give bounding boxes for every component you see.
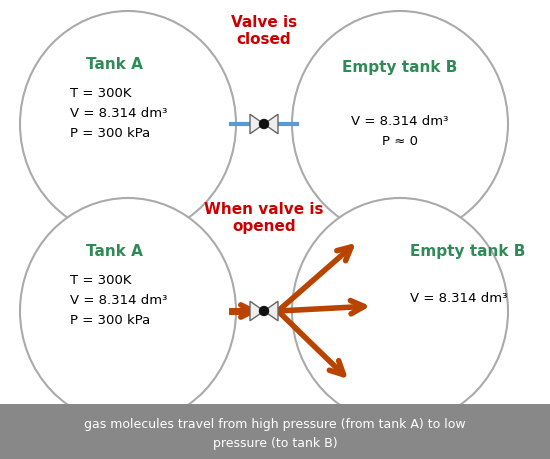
Polygon shape bbox=[250, 302, 264, 321]
Text: Empty tank B: Empty tank B bbox=[342, 60, 458, 75]
Text: gas molecules travel from high pressure (from tank A) to low
pressure (to tank B: gas molecules travel from high pressure … bbox=[84, 417, 466, 449]
Text: V = 8.314 dm³: V = 8.314 dm³ bbox=[410, 291, 507, 304]
Text: T = 300K
V = 8.314 dm³
P = 300 kPa: T = 300K V = 8.314 dm³ P = 300 kPa bbox=[70, 274, 167, 326]
Bar bbox=[0, 404, 550, 459]
Text: When valve is
opened: When valve is opened bbox=[204, 202, 324, 234]
Text: V = 8.314 dm³
P ≈ 0: V = 8.314 dm³ P ≈ 0 bbox=[351, 115, 449, 148]
Text: Tank A: Tank A bbox=[86, 57, 143, 72]
Circle shape bbox=[260, 120, 268, 129]
Ellipse shape bbox=[20, 199, 236, 424]
Circle shape bbox=[260, 307, 268, 316]
Ellipse shape bbox=[292, 12, 508, 237]
Text: Valve is
closed: Valve is closed bbox=[231, 15, 297, 47]
Text: T = 300K
V = 8.314 dm³
P = 300 kPa: T = 300K V = 8.314 dm³ P = 300 kPa bbox=[70, 87, 167, 140]
Text: Empty tank B: Empty tank B bbox=[410, 243, 525, 258]
Polygon shape bbox=[264, 302, 278, 321]
Text: Tank A: Tank A bbox=[86, 243, 143, 258]
Polygon shape bbox=[264, 115, 278, 134]
Ellipse shape bbox=[292, 199, 508, 424]
Ellipse shape bbox=[20, 12, 236, 237]
Polygon shape bbox=[250, 115, 264, 134]
